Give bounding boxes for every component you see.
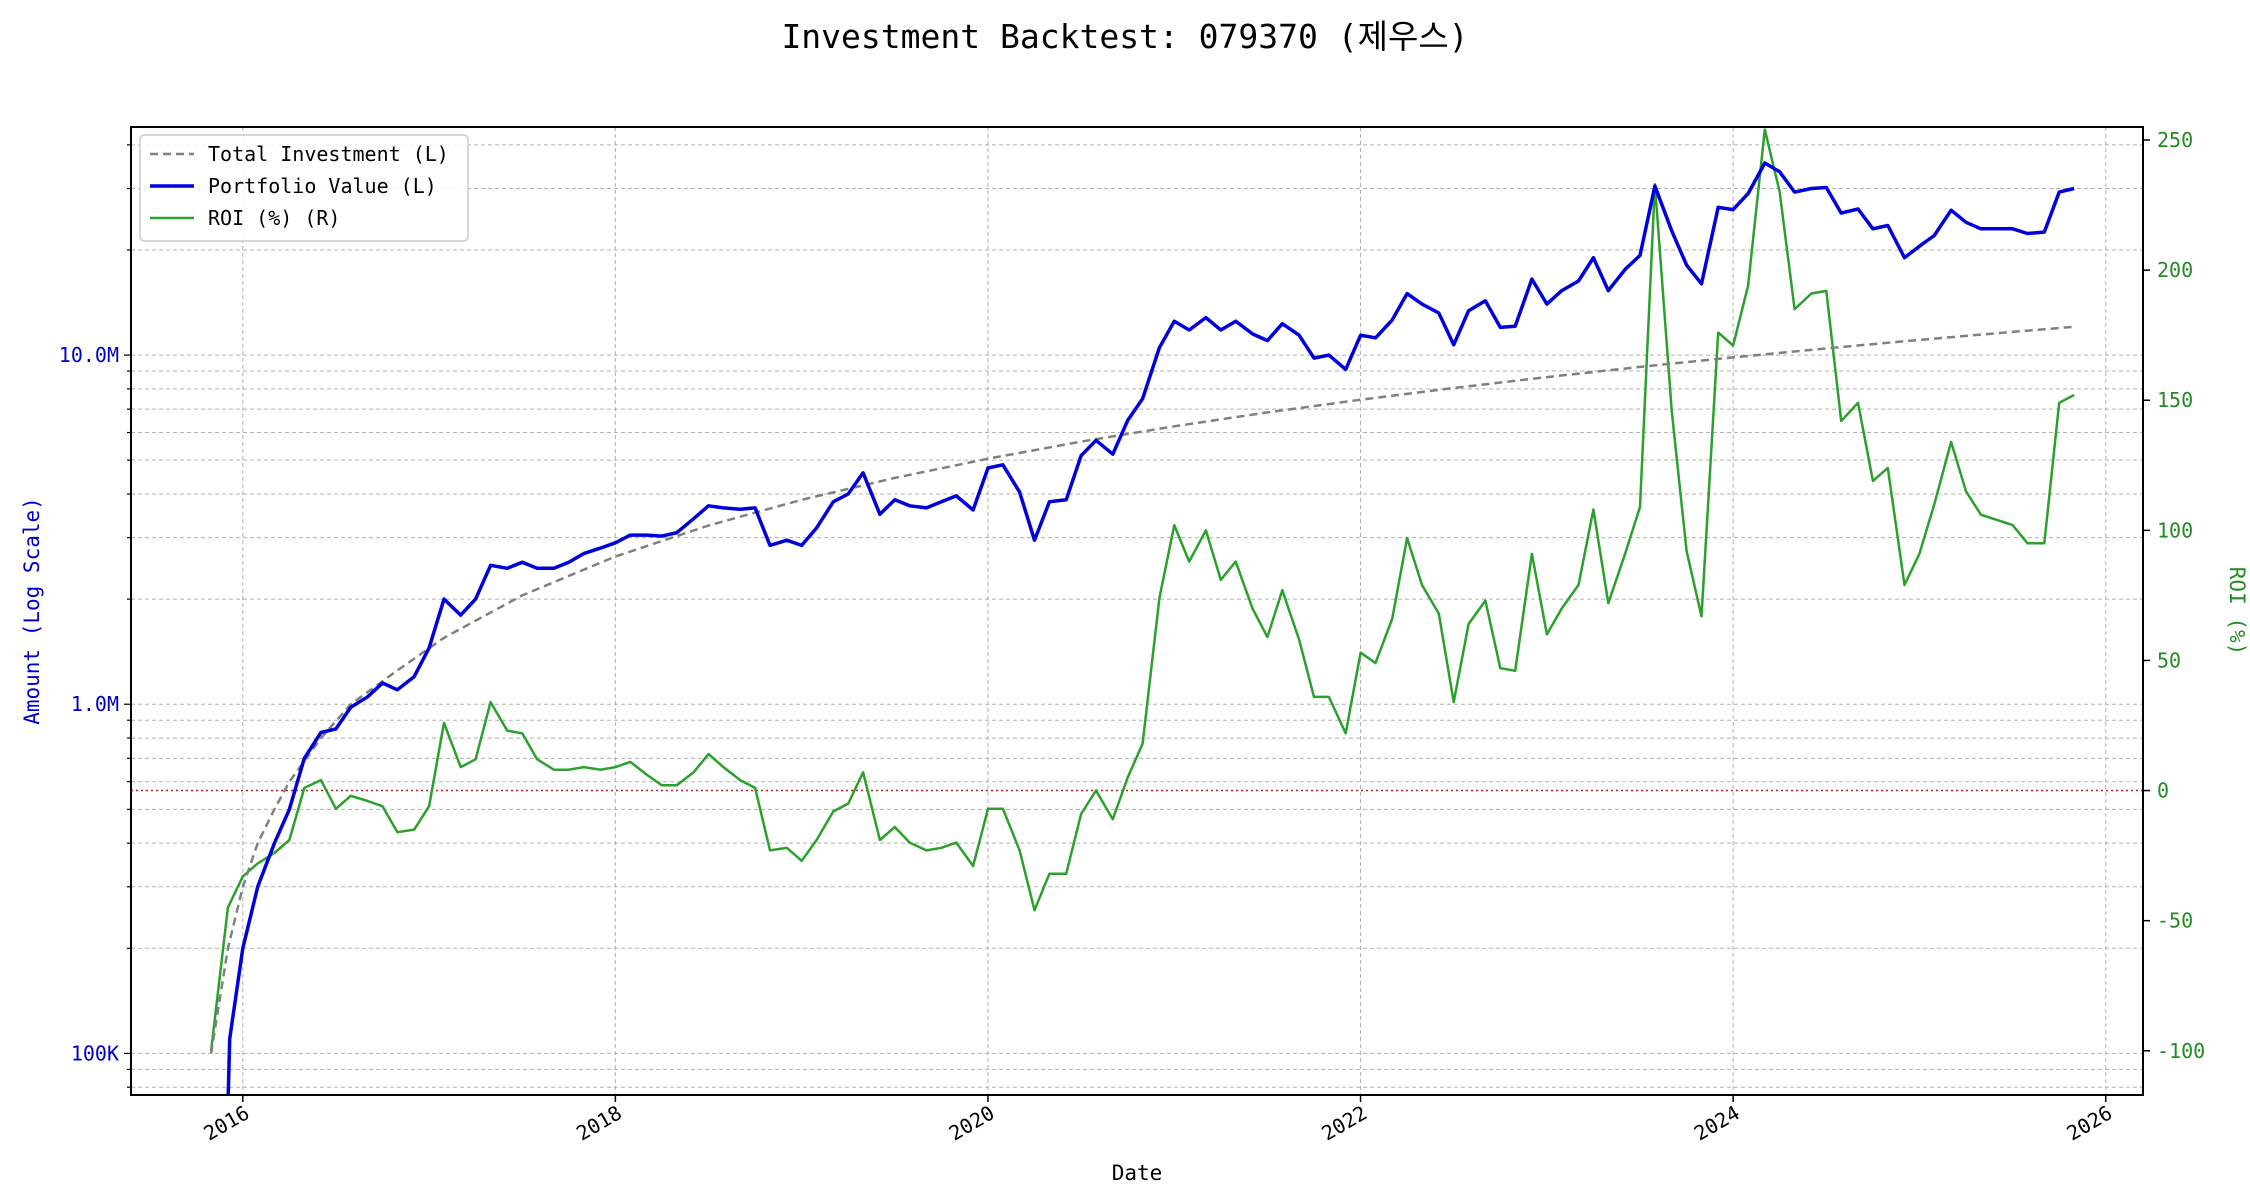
- roi-line: [209, 128, 2075, 1051]
- x-tick-label: 2020: [945, 1101, 999, 1146]
- axis-layer: 2016 2018 2020 2022 2024 2026 100K 1.0M 10.0M -10…: [59, 128, 2205, 1145]
- legend: Total Investment (L) Portfolio Value (L)…: [139, 134, 469, 242]
- total-investment-line: [209, 325, 2075, 1054]
- series-layer: [209, 128, 2075, 1095]
- plot-frame: [130, 126, 2144, 1096]
- x-tick-label: 2016: [200, 1101, 254, 1146]
- y-right-axis-label: ROI (%): [2225, 567, 2249, 656]
- x-tick-label: 2026: [2063, 1101, 2117, 1146]
- y-right-tick-label: 200: [2157, 258, 2193, 282]
- y-right-tick-label: -50: [2157, 909, 2193, 933]
- y-left-tick-label: 10.0M: [59, 343, 119, 367]
- y-left-tick-label: 1.0M: [71, 692, 119, 716]
- y-right-tick-label: 50: [2157, 648, 2181, 672]
- legend-box: [139, 134, 469, 242]
- chart-title: Investment Backtest: 079370 (제우스): [781, 17, 1468, 56]
- y-left-axis-label: Amount (Log Scale): [20, 497, 44, 725]
- portfolio-value-line: [226, 161, 2075, 1095]
- x-tick-label: 2024: [1690, 1101, 1744, 1146]
- y-right-tick-label: 250: [2157, 128, 2193, 152]
- x-tick-label: 2018: [572, 1101, 626, 1146]
- x-axis-label: Date: [1112, 1161, 1163, 1185]
- grid-layer: [131, 127, 2143, 1095]
- x-tick-label: 2022: [1317, 1101, 1371, 1146]
- legend-label-roi: ROI (%) (R): [208, 206, 340, 230]
- y-right-tick-label: 0: [2157, 779, 2169, 803]
- y-right-tick-label: 100: [2157, 518, 2193, 542]
- legend-label-portfolio-value: Portfolio Value (L): [208, 174, 437, 198]
- y-right-tick-label: -100: [2157, 1039, 2205, 1063]
- y-right-tick-label: 150: [2157, 388, 2193, 412]
- y-left-tick-label: 100K: [71, 1041, 119, 1065]
- legend-label-total-investment: Total Investment (L): [208, 142, 449, 166]
